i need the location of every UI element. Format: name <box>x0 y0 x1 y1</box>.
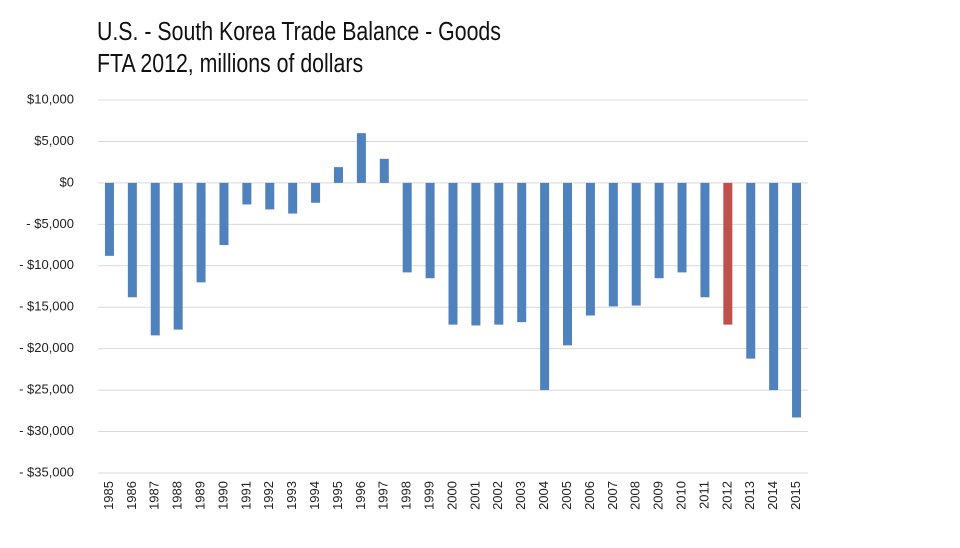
bar <box>356 133 366 183</box>
x-tick-label: 1999 <box>422 481 437 510</box>
y-tick-label: - $30,000 <box>19 423 74 438</box>
x-tick-label: 2011 <box>696 481 711 509</box>
x-tick-label: 1995 <box>330 481 345 510</box>
x-tick-label: 1986 <box>124 481 139 510</box>
x-tick-label: 1985 <box>101 481 116 510</box>
x-tick-label: 1998 <box>399 481 414 510</box>
bar <box>288 182 298 214</box>
x-tick-label: 1996 <box>353 481 368 510</box>
bar <box>585 182 595 316</box>
y-tick-label: - $5,000 <box>26 216 74 231</box>
bar <box>540 182 550 391</box>
bar <box>769 182 779 391</box>
bar <box>219 182 229 246</box>
bar <box>127 182 137 298</box>
x-tick-label: 1990 <box>215 481 230 510</box>
bar <box>333 167 343 183</box>
bar <box>494 182 504 325</box>
bar <box>631 182 641 306</box>
bar <box>517 182 527 323</box>
bar <box>150 182 160 336</box>
bar <box>746 182 756 359</box>
bar <box>173 182 183 330</box>
bar <box>723 182 733 325</box>
x-tick-label: 2013 <box>742 481 757 510</box>
x-tick-label: 2008 <box>628 481 643 510</box>
bar <box>608 182 618 307</box>
bar <box>792 182 802 418</box>
bar <box>402 182 412 273</box>
y-tick-label: - $20,000 <box>19 340 74 355</box>
y-tick-label: - $35,000 <box>19 464 74 479</box>
x-tick-label: 2009 <box>651 481 666 510</box>
y-tick-label: - $15,000 <box>19 299 74 314</box>
y-tick-label: $5,000 <box>34 133 74 148</box>
x-tick-label: 2007 <box>605 481 620 510</box>
x-tick-label: 2001 <box>467 481 482 510</box>
x-tick-label: 1992 <box>261 481 276 510</box>
x-tick-label: 1994 <box>307 481 322 510</box>
x-tick-label: 2014 <box>765 481 780 510</box>
chart-title: U.S. - South Korea Trade Balance - Goods <box>97 17 501 47</box>
y-tick-label: $0 <box>60 174 74 189</box>
x-tick-label: 2006 <box>582 481 597 510</box>
bar <box>196 182 206 283</box>
x-tick-label: 2000 <box>444 481 459 510</box>
x-tick-label: 2012 <box>719 481 734 510</box>
bar <box>448 182 458 325</box>
x-tick-label: 2003 <box>513 481 528 510</box>
bar <box>563 182 573 346</box>
bar <box>265 182 275 210</box>
y-tick-label: - $25,000 <box>19 382 74 397</box>
x-tick-label: 2004 <box>536 481 551 510</box>
x-tick-label: 1989 <box>193 481 208 510</box>
bar <box>677 182 687 273</box>
x-tick-label: 2010 <box>673 481 688 510</box>
x-tick-label: 2005 <box>559 481 574 510</box>
bar <box>471 182 481 326</box>
chart-subtitle: FTA 2012, millions of dollars <box>97 49 363 79</box>
y-tick-label: - $10,000 <box>19 257 74 272</box>
bar <box>311 182 321 203</box>
x-tick-label: 1987 <box>147 481 162 510</box>
x-tick-label: 1988 <box>170 481 185 510</box>
x-tick-label: 1993 <box>284 481 299 510</box>
bar <box>425 182 435 279</box>
x-tick-label: 2002 <box>490 481 505 510</box>
bar <box>104 182 114 256</box>
bar <box>654 182 664 279</box>
bar <box>379 158 389 183</box>
x-tick-label: 2015 <box>788 481 803 510</box>
bar <box>242 182 252 205</box>
bar <box>700 182 710 298</box>
y-tick-label: $10,000 <box>27 91 74 106</box>
x-tick-label: 1991 <box>238 481 253 510</box>
x-tick-label: 1997 <box>376 481 391 510</box>
